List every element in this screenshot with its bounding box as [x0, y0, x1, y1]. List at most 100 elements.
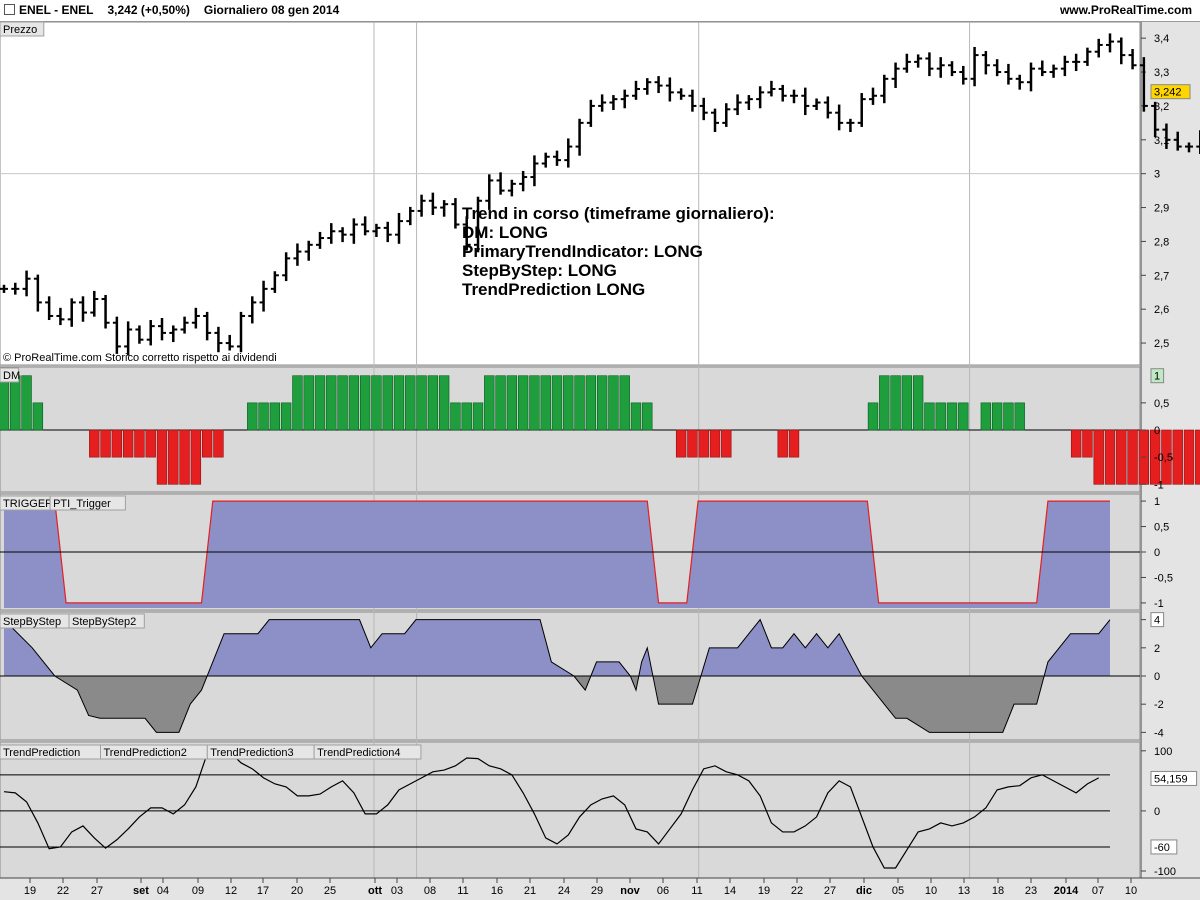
price-tick-label: 2,8: [1154, 236, 1169, 248]
dm-bar: [619, 375, 630, 431]
dm-bar: [540, 375, 551, 431]
stepbystep-tick-label: 2: [1154, 643, 1160, 655]
header-date: 08 gen 2014: [271, 3, 340, 17]
dm-bar: [687, 429, 698, 458]
x-tick-label: ott: [368, 885, 382, 897]
dm-bar: [1104, 429, 1116, 485]
tag-trendprediction-2: TrendPrediction2: [104, 747, 187, 759]
dm-bar: [630, 402, 642, 431]
dm-bar: [10, 375, 21, 431]
dm-bar: [879, 375, 890, 431]
stepbystep-area-negative: [4, 676, 1110, 733]
dm-bar: [867, 402, 879, 431]
header-price-change: 3,242 (+0,50%): [107, 3, 190, 17]
dm-bar: [777, 429, 788, 458]
dm-bar: [314, 375, 326, 431]
dm-bar: [1014, 402, 1025, 431]
dm-bar: [698, 429, 709, 458]
dm-last-value: 1: [1154, 371, 1160, 383]
x-tick-label: 07: [1092, 885, 1104, 897]
tag-stepbystep2: StepByStep2: [72, 616, 136, 628]
dm-bar: [1003, 402, 1014, 431]
x-tick-label: 13: [958, 885, 970, 897]
panel-4: [0, 741, 1141, 879]
dm-tick-label: -0,5: [1154, 452, 1173, 464]
trendprediction-minus60-box: [1150, 839, 1178, 855]
dm-bar: [100, 429, 111, 458]
trend-annotation: Trend in corso (timeframe giornaliero): D…: [462, 204, 775, 299]
dm-bar: [1070, 429, 1082, 458]
header-left: ENEL - ENEL 3,242 (+0,50%) Giornaliero 08 …: [4, 3, 339, 17]
x-tick-label: 21: [524, 885, 536, 897]
dm-bar: [1116, 429, 1127, 485]
x-tick-label: 19: [24, 885, 36, 897]
dm-bar: [935, 402, 946, 431]
trend-annotation-line: StepByStep: LONG: [462, 261, 617, 280]
dm-bar: [484, 375, 495, 431]
dm-last-value-box: [1150, 368, 1165, 384]
stepbystep-line: [3, 618, 1111, 733]
x-tick-label: 16: [491, 885, 503, 897]
tag-trigger: TRIGGER: [3, 498, 53, 510]
x-tick-label: 22: [791, 885, 803, 897]
dm-bar: [1161, 429, 1172, 485]
dm-bar: [122, 429, 134, 458]
x-tick-label: dic: [856, 885, 872, 897]
dm-bar: [1093, 429, 1104, 485]
stepbystep-tick-label: -2: [1154, 699, 1164, 711]
price-last-value-box: [1150, 84, 1191, 100]
stepbystep-last-value-box: [1150, 612, 1165, 628]
tag-pti-trigger: PTI_Trigger: [53, 498, 111, 510]
dm-bar: [190, 429, 202, 485]
dm-bar: [563, 375, 574, 431]
tag-stepbystep2-box: [68, 613, 145, 629]
dm-bar: [359, 375, 371, 431]
dm-bar: [438, 375, 450, 431]
trend-annotation-line: PrimaryTrendIndicator: LONG: [462, 242, 703, 261]
trendprediction-tick-label: -100: [1154, 866, 1176, 878]
price-tick-label: 2,7: [1154, 270, 1169, 282]
dm-bar: [21, 375, 32, 431]
price-tick-label: 3,2: [1154, 101, 1169, 113]
x-axis-area: [0, 878, 1200, 900]
x-tick-label: 23: [1025, 885, 1037, 897]
dm-bar: [292, 375, 303, 431]
trendprediction-minus60: -60: [1154, 842, 1170, 854]
x-tick-label: 25: [324, 885, 336, 897]
trigger-tick-label: -0,5: [1154, 572, 1173, 584]
x-tick-label: 27: [824, 885, 836, 897]
x-tick-label: 12: [225, 885, 237, 897]
trendprediction-value: 54,159: [1154, 773, 1188, 785]
dm-bar: [958, 402, 969, 431]
trend-annotation-line: Trend in corso (timeframe giornaliero):: [462, 204, 775, 223]
trendprediction-tick-label: 100: [1154, 746, 1172, 758]
dm-tick-label: -1: [1154, 479, 1164, 491]
x-tick-label: 29: [591, 885, 603, 897]
dm-bar: [156, 429, 168, 485]
x-tick-label: 11: [457, 885, 468, 897]
dm-bar: [901, 375, 913, 431]
trigger-tick-label: 0: [1154, 547, 1160, 559]
dm-bar: [269, 402, 281, 431]
dm-bar: [280, 402, 292, 431]
stepbystep-tick-label: -4: [1154, 727, 1164, 739]
price-last-value: 3,242: [1154, 87, 1182, 99]
x-tick-label: 03: [391, 885, 403, 897]
dm-bar: [574, 375, 585, 431]
dm-bar: [89, 429, 100, 458]
dm-bar: [912, 375, 924, 431]
dm-bar: [642, 402, 653, 431]
dm-bar: [0, 375, 10, 431]
dm-bar: [201, 429, 213, 458]
price-tick-label: 2,9: [1154, 203, 1169, 215]
dm-bar: [721, 429, 732, 458]
x-tick-label: set: [133, 885, 149, 897]
dm-bar: [991, 402, 1003, 431]
dm-bar: [450, 402, 461, 431]
dm-tick-label: 0,5: [1154, 398, 1169, 410]
dm-bar: [303, 375, 314, 431]
price-tick-label: 3,4: [1154, 33, 1169, 45]
window-icon[interactable]: [4, 4, 15, 15]
